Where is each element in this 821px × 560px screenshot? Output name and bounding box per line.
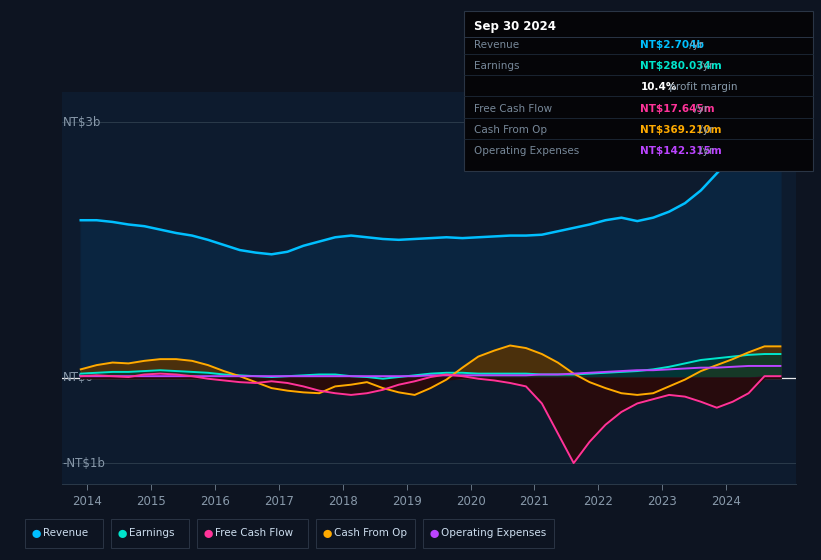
Text: NT$142.315m: NT$142.315m (640, 146, 722, 156)
Text: ⬤: ⬤ (429, 529, 438, 538)
Text: ⬤: ⬤ (31, 529, 40, 538)
Text: Revenue: Revenue (474, 40, 519, 50)
Text: Free Cash Flow: Free Cash Flow (474, 104, 552, 114)
Text: NT$280.034m: NT$280.034m (640, 61, 722, 71)
Text: /yr: /yr (696, 61, 713, 71)
Text: NT$17.645m: NT$17.645m (640, 104, 715, 114)
Text: /yr: /yr (696, 146, 713, 156)
Text: Operating Expenses: Operating Expenses (474, 146, 579, 156)
Text: Earnings: Earnings (129, 528, 174, 538)
Text: Operating Expenses: Operating Expenses (441, 528, 546, 538)
Text: Sep 30 2024: Sep 30 2024 (474, 20, 556, 34)
Text: Revenue: Revenue (43, 528, 88, 538)
Text: NT$369.210m: NT$369.210m (640, 125, 722, 135)
Text: /yr: /yr (686, 40, 704, 50)
Text: ⬤: ⬤ (204, 529, 213, 538)
Text: NT$2.704b: NT$2.704b (640, 40, 704, 50)
Text: Cash From Op: Cash From Op (334, 528, 407, 538)
Text: -NT$1b: -NT$1b (63, 456, 106, 470)
Text: ⬤: ⬤ (323, 529, 332, 538)
Text: NT$3b: NT$3b (63, 116, 101, 129)
Text: ⬤: ⬤ (117, 529, 126, 538)
Text: 10.4%: 10.4% (640, 82, 677, 92)
Text: profit margin: profit margin (666, 82, 737, 92)
Text: /yr: /yr (696, 125, 713, 135)
Text: Free Cash Flow: Free Cash Flow (215, 528, 293, 538)
Text: Cash From Op: Cash From Op (474, 125, 547, 135)
Text: /yr: /yr (691, 104, 709, 114)
Text: Earnings: Earnings (474, 61, 519, 71)
Text: NT$0: NT$0 (63, 371, 94, 384)
